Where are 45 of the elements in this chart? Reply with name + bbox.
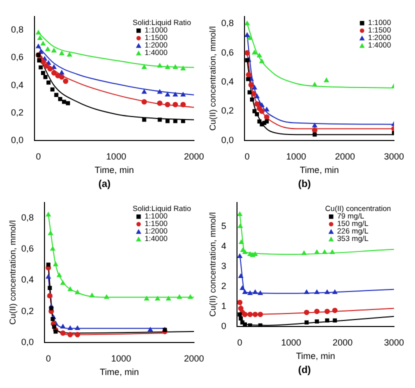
y-tick-label: 5 xyxy=(221,220,226,231)
x-axis-title: Time, min xyxy=(94,165,134,176)
y-tick-label: 0,2 xyxy=(21,306,34,316)
x-tick-label: 0 xyxy=(36,151,41,162)
x-axis-title: Time, min xyxy=(100,367,139,378)
y-tick-label: 0,8 xyxy=(21,212,34,222)
x-tick-label: 0 xyxy=(46,353,51,364)
x-tick-label: 2000 xyxy=(335,151,356,162)
x-tick-label: 3000 xyxy=(384,337,404,348)
x-tick-label: 0 xyxy=(237,337,242,348)
x-tick-label: 3000 xyxy=(384,151,404,162)
x-axis-title: Time, min xyxy=(296,351,336,362)
y-tick-label: 0,4 xyxy=(221,76,234,87)
x-tick-label: 1000 xyxy=(281,337,302,348)
y-tick-label: 1 xyxy=(221,300,226,311)
x-tick-label: 2000 xyxy=(184,353,204,364)
text: (d) xyxy=(298,364,311,376)
y-tick-label: 0,4 xyxy=(10,80,24,90)
x-tick-label: 0 xyxy=(244,151,250,162)
y-tick-label: 3 xyxy=(221,260,226,271)
x-tick-label: 1000 xyxy=(111,353,132,364)
x-tick-label: 2000 xyxy=(332,337,353,348)
y-tick-label: 0 xyxy=(221,320,226,331)
y-tick-label: 0,0 xyxy=(10,134,24,145)
y-tick-label: 0,2 xyxy=(10,107,24,118)
y-tick-label: 0,0 xyxy=(221,134,234,145)
y-tick-label: 0,8 xyxy=(10,24,24,35)
y-tick-label: 0,6 xyxy=(21,244,34,254)
y-tick-label: 0,6 xyxy=(221,47,234,58)
x-axis-title: Time, min xyxy=(300,165,339,176)
y-tick-label: 2 xyxy=(221,280,226,291)
x-tick-label: 1000 xyxy=(286,151,306,162)
x-tick-label: 1000 xyxy=(106,151,126,162)
y-axis-title: Cu(II) concentration, mmol/l xyxy=(207,26,218,131)
y-tick-label: 0,0 xyxy=(21,336,34,347)
y-tick-label: 0,6 xyxy=(10,52,24,62)
x-tick-label: 2000 xyxy=(184,151,204,162)
y-tick-label: 0,4 xyxy=(21,274,34,285)
text: (a) xyxy=(98,178,111,190)
y-axis-title: Cu(II) concentration, mmol/l xyxy=(207,212,218,317)
y-tick-label: 0,8 xyxy=(221,18,234,28)
y-tick-label: 4 xyxy=(221,240,226,251)
y-tick-label: 0,2 xyxy=(221,106,234,116)
y-axis-title: Cu(II) concentration, mmol/l xyxy=(7,220,18,325)
text: (b) xyxy=(298,178,311,190)
